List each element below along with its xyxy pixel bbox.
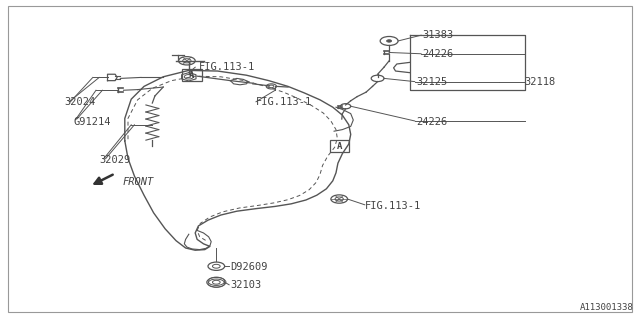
Text: 24226: 24226 bbox=[422, 49, 454, 60]
Bar bbox=[182, 69, 202, 81]
Text: FIG.113-1: FIG.113-1 bbox=[365, 201, 421, 212]
Text: 32029: 32029 bbox=[99, 155, 131, 165]
Text: 24226: 24226 bbox=[416, 116, 447, 127]
Text: FRONT: FRONT bbox=[123, 177, 154, 187]
Text: 32118: 32118 bbox=[525, 76, 556, 87]
Text: 31383: 31383 bbox=[422, 30, 454, 40]
Text: 32024: 32024 bbox=[64, 97, 95, 108]
Text: FIG.113-1: FIG.113-1 bbox=[198, 62, 255, 72]
Text: A113001338: A113001338 bbox=[580, 303, 634, 312]
Text: D92609: D92609 bbox=[230, 262, 268, 272]
Text: 32125: 32125 bbox=[416, 76, 447, 87]
Text: 32103: 32103 bbox=[230, 280, 262, 290]
Circle shape bbox=[387, 40, 392, 42]
Text: A: A bbox=[337, 142, 342, 151]
Bar bbox=[330, 140, 349, 152]
Text: G91214: G91214 bbox=[74, 116, 111, 127]
Text: FIG.113-1: FIG.113-1 bbox=[256, 97, 312, 108]
Text: A: A bbox=[189, 71, 195, 80]
